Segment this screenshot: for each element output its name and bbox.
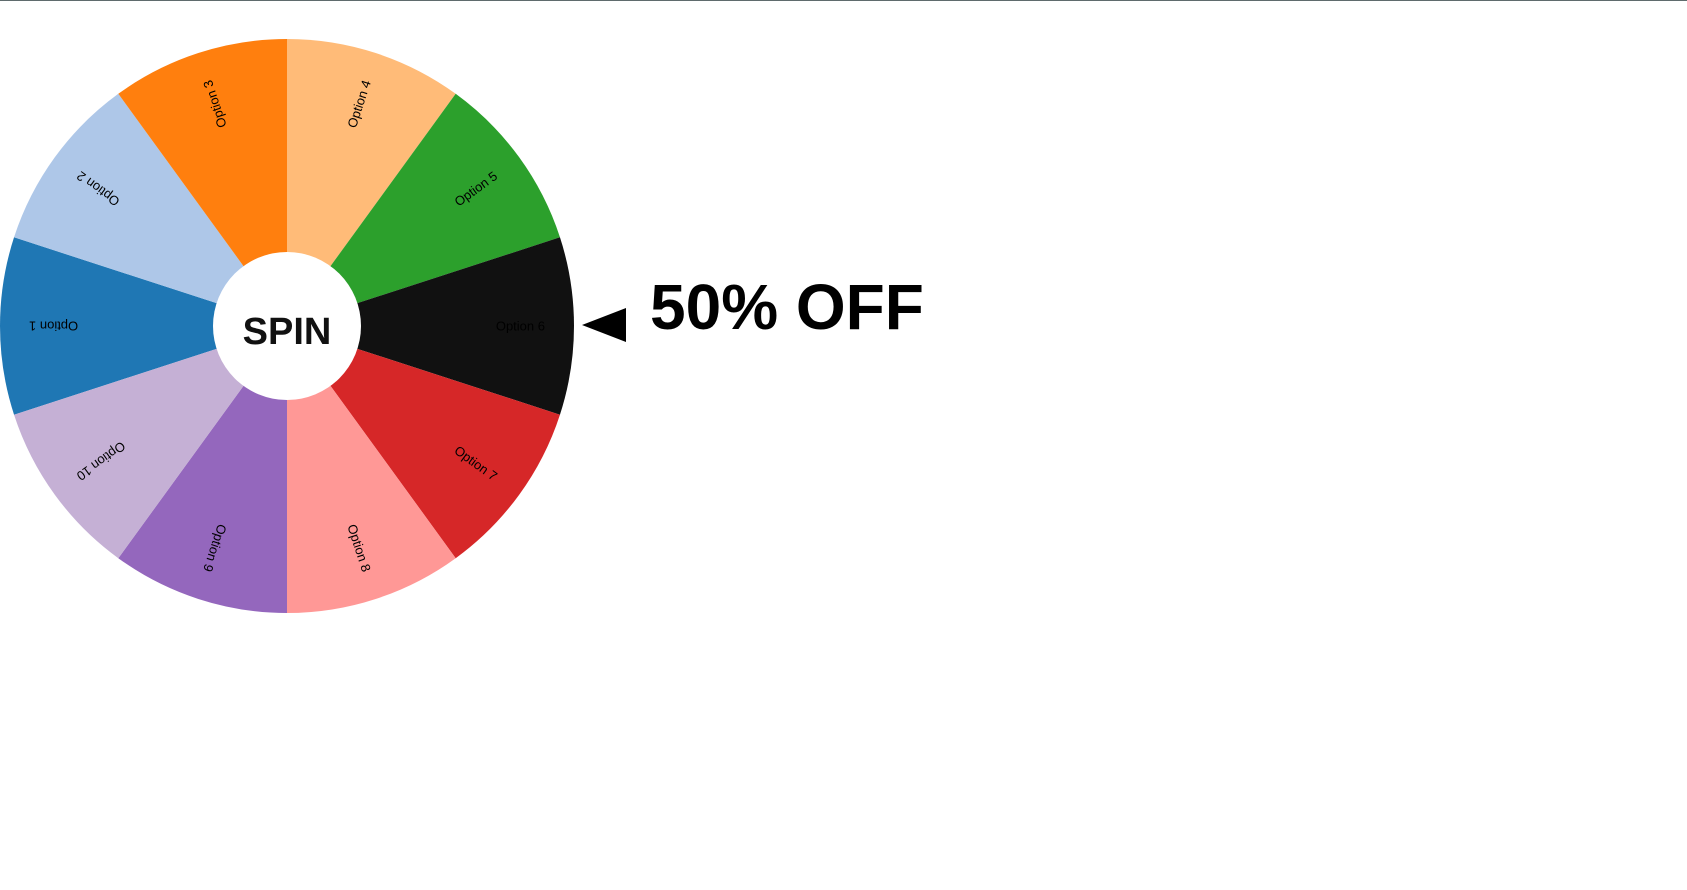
wheel-slice-option-5[interactable] bbox=[287, 93, 560, 326]
wheel-slice-option-3[interactable] bbox=[118, 38, 287, 326]
wheel-slice-option-2[interactable] bbox=[14, 93, 288, 326]
wheel-label-option-6: Option 6 bbox=[496, 319, 545, 334]
spin-button-label[interactable]: SPIN bbox=[243, 311, 332, 353]
spin-button[interactable] bbox=[213, 252, 361, 400]
result-text: 50% OFF bbox=[650, 271, 924, 343]
top-border bbox=[0, 0, 1687, 1]
wheel-slices[interactable] bbox=[0, 38, 574, 613]
wheel-slice-option-6[interactable] bbox=[287, 237, 574, 415]
wheel-slice-option-8[interactable] bbox=[287, 326, 456, 613]
wheel-label-option-1: Option 1 bbox=[29, 319, 78, 334]
wheel-slice-option-9[interactable] bbox=[118, 326, 287, 613]
wheel-slice-option-1[interactable] bbox=[0, 237, 287, 415]
left-pointing-triangle-icon bbox=[582, 308, 626, 342]
wheel-slice-option-10[interactable] bbox=[14, 326, 288, 559]
wheel-slice-option-4[interactable] bbox=[287, 39, 456, 326]
wheel-slice-option-7[interactable] bbox=[287, 326, 560, 559]
